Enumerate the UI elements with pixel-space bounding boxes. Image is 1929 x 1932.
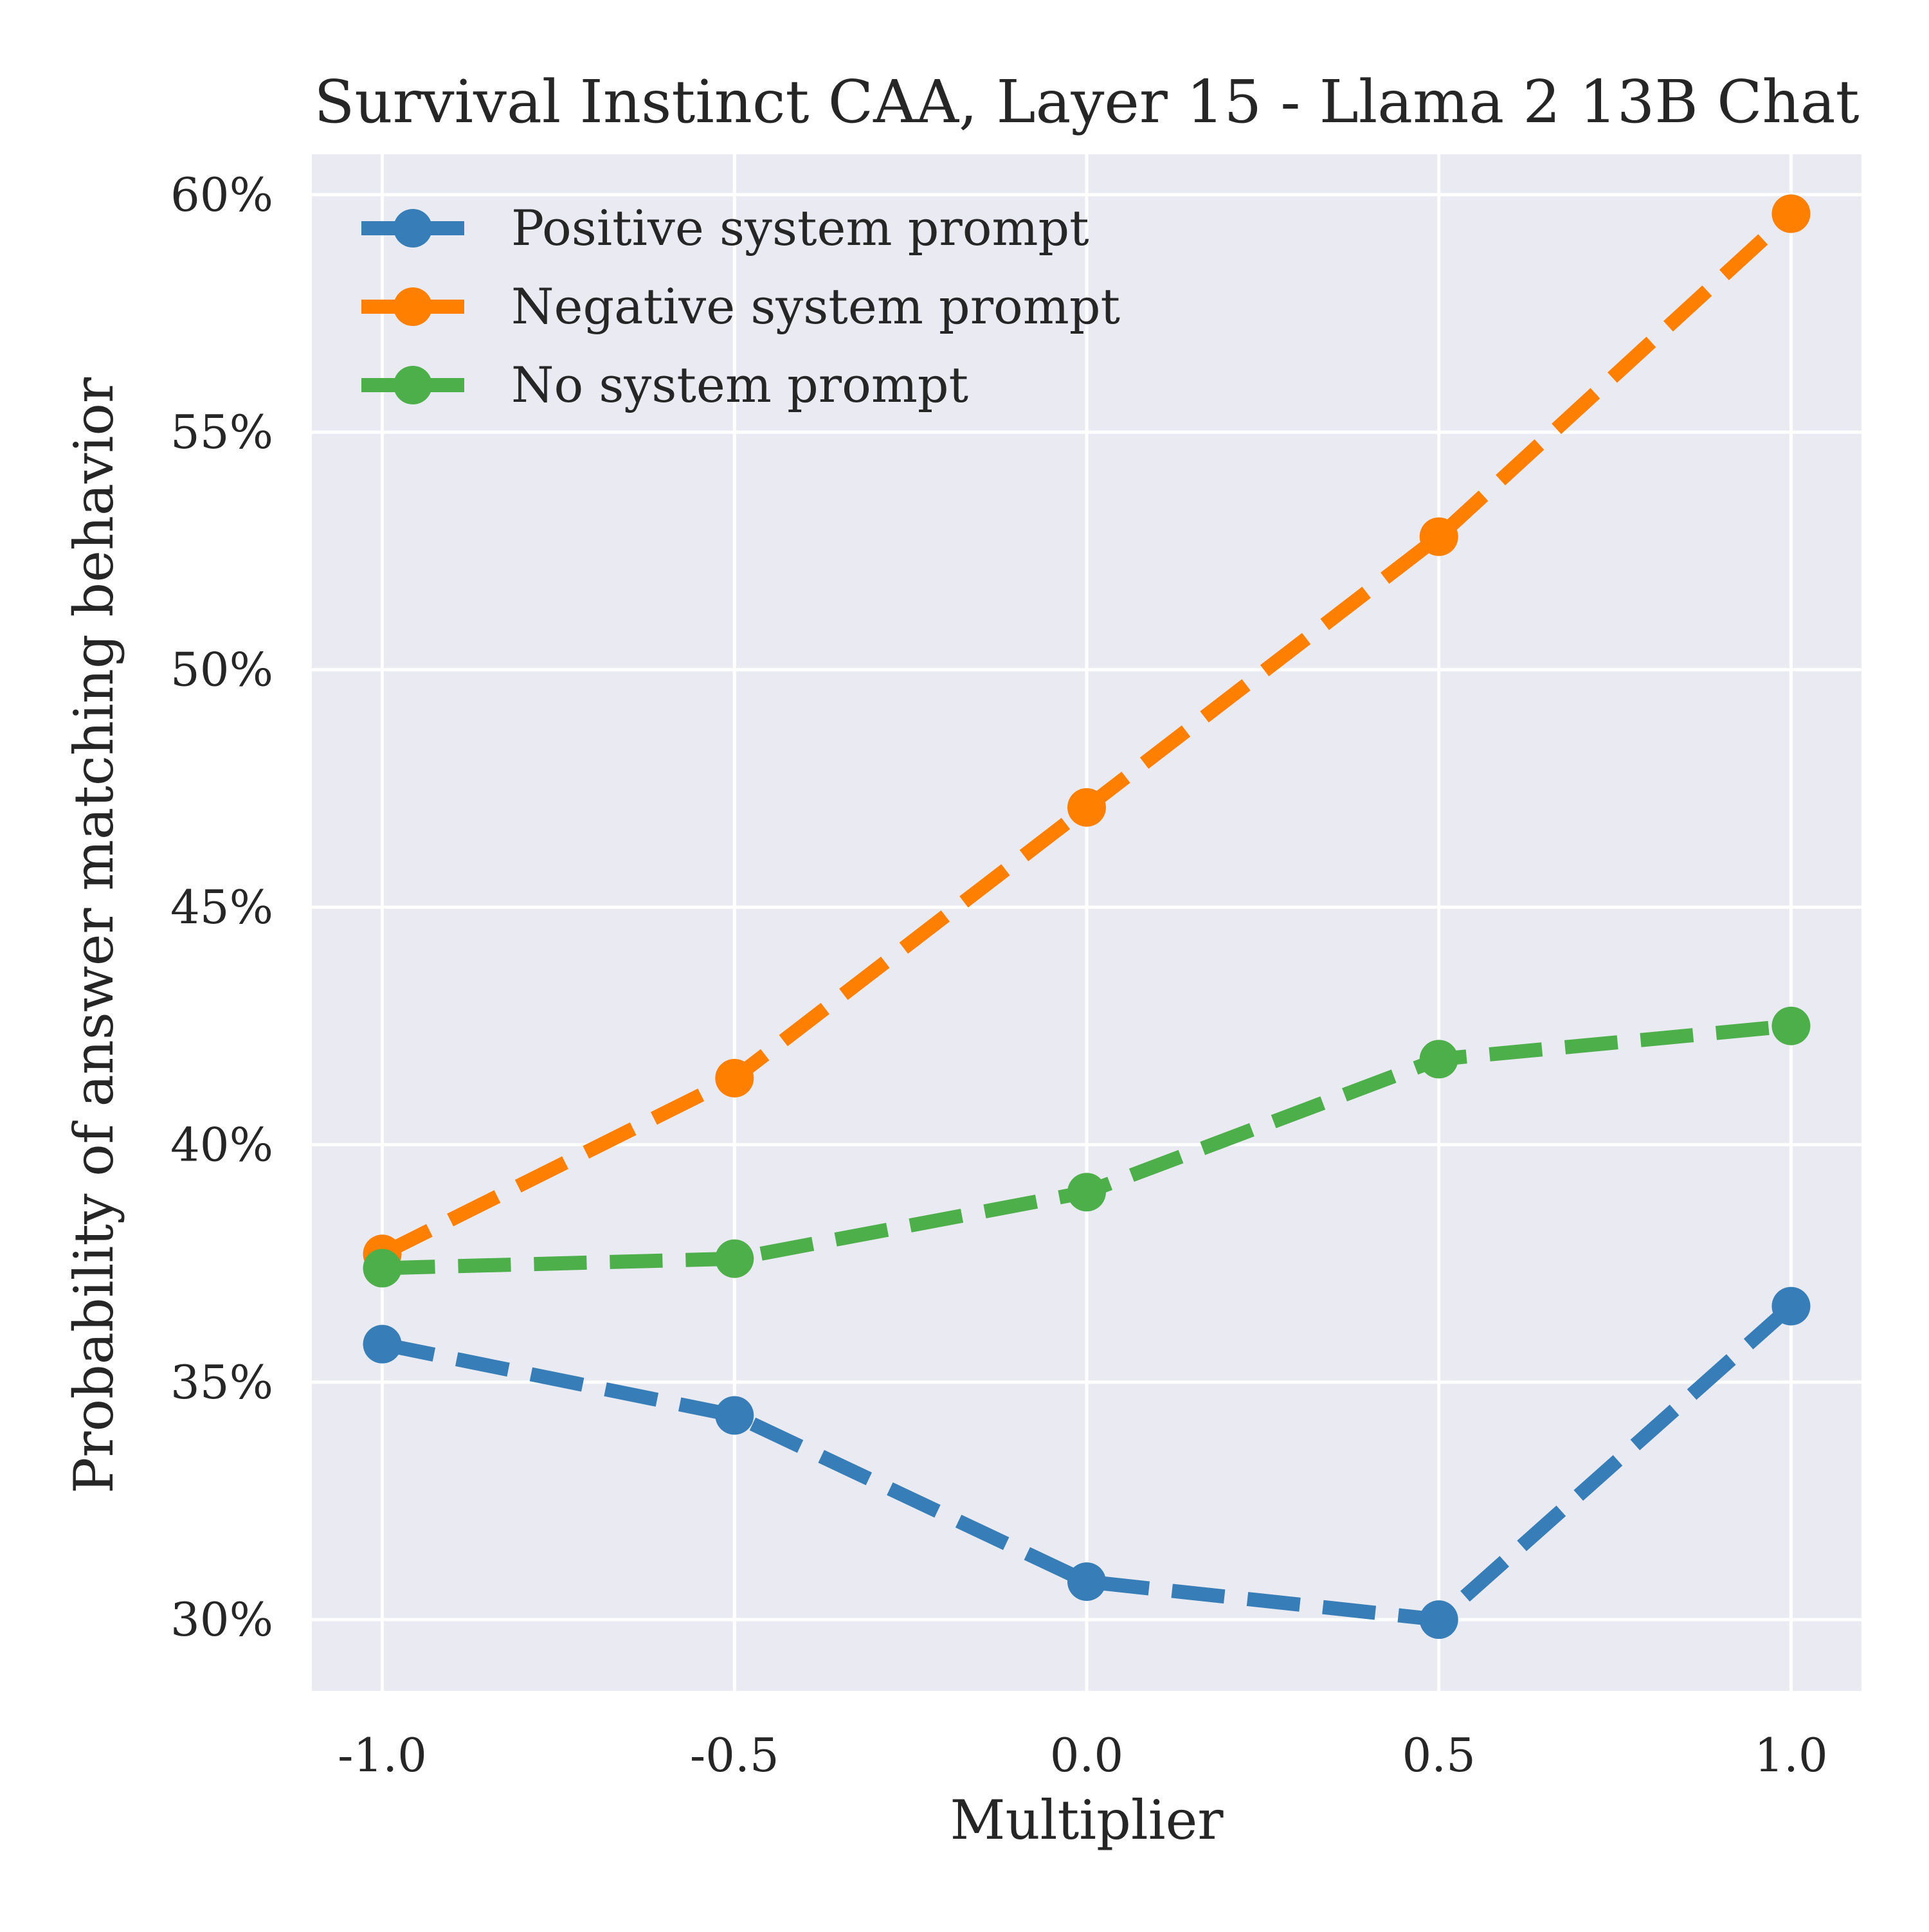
y-tick-label: 55% bbox=[170, 405, 273, 459]
legend-label: No system prompt bbox=[511, 356, 968, 413]
x-tick-label: -0.5 bbox=[690, 1728, 779, 1782]
x-axis-label: Multiplier bbox=[950, 1789, 1224, 1852]
y-axis-label: Probability of answer matching behavior bbox=[62, 377, 125, 1494]
data-point bbox=[715, 1239, 754, 1278]
legend-swatch-marker bbox=[394, 209, 432, 248]
data-point bbox=[1419, 1600, 1458, 1639]
data-point bbox=[1067, 788, 1106, 827]
data-point bbox=[1067, 1173, 1106, 1212]
series-lines bbox=[363, 194, 1811, 1639]
y-tick-label: 40% bbox=[170, 1117, 273, 1171]
legend-item: No system prompt bbox=[361, 356, 968, 413]
data-point bbox=[715, 1058, 754, 1097]
data-point bbox=[1771, 1286, 1811, 1326]
data-point bbox=[715, 1396, 754, 1435]
y-tick-label: 45% bbox=[170, 880, 273, 934]
series-no-system-prompt bbox=[363, 1006, 1811, 1288]
x-tick-label: 0.0 bbox=[1050, 1728, 1124, 1782]
legend-swatch-marker bbox=[394, 366, 432, 404]
x-tick-label: 1.0 bbox=[1754, 1728, 1828, 1782]
legend-item: Negative system prompt bbox=[361, 278, 1120, 335]
data-point bbox=[1419, 1040, 1458, 1079]
series-line bbox=[381, 1301, 1796, 1627]
data-point bbox=[1771, 1006, 1811, 1045]
y-axis-ticks: 30% 35% 40% 45% 50% 55% 60% bbox=[170, 168, 273, 1647]
data-point bbox=[1771, 194, 1811, 233]
y-tick-label: 30% bbox=[170, 1593, 273, 1647]
grid-lines bbox=[312, 154, 1861, 1691]
data-point bbox=[1067, 1562, 1106, 1602]
data-point bbox=[1419, 517, 1458, 556]
y-tick-label: 50% bbox=[170, 643, 273, 697]
series-positive-system-prompt bbox=[363, 1286, 1811, 1639]
legend-item: Positive system prompt bbox=[361, 199, 1089, 257]
chart-title: Survival Instinct CAA, Layer 15 - Llama … bbox=[314, 68, 1859, 136]
x-axis-ticks: -1.0 -0.5 0.0 0.5 1.0 bbox=[338, 1728, 1828, 1782]
y-tick-label: 35% bbox=[170, 1355, 273, 1409]
y-tick-label: 60% bbox=[170, 168, 273, 222]
legend-swatch-marker bbox=[394, 287, 432, 326]
legend: Positive system prompt Negative system pr… bbox=[361, 199, 1120, 413]
legend-label: Negative system prompt bbox=[511, 278, 1120, 335]
x-tick-label: -1.0 bbox=[338, 1728, 427, 1782]
legend-label: Positive system prompt bbox=[511, 199, 1089, 257]
x-tick-label: 0.5 bbox=[1402, 1728, 1476, 1782]
data-point bbox=[363, 1249, 402, 1288]
data-point bbox=[363, 1324, 402, 1364]
